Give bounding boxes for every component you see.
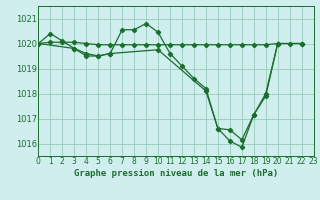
X-axis label: Graphe pression niveau de la mer (hPa): Graphe pression niveau de la mer (hPa)	[74, 169, 278, 178]
